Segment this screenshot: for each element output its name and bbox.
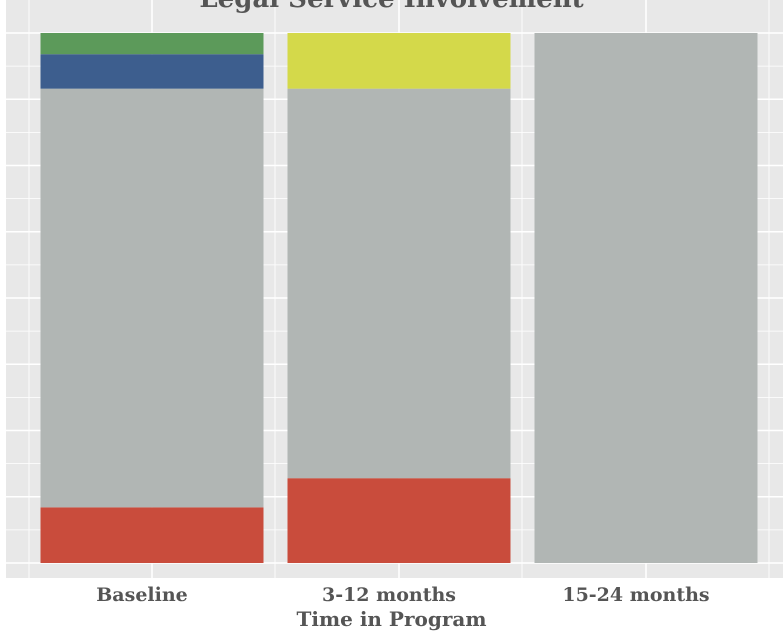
- bar-segment-2-2: [287, 88, 511, 479]
- x-tick-label: Baseline: [96, 584, 188, 606]
- chart-title: Legal Service Involvement: [0, 0, 783, 14]
- x-tick-label: 15-24 months: [562, 584, 709, 606]
- bar-segment-2-1: [287, 478, 511, 563]
- bar-segment-1-1: [40, 507, 264, 563]
- x-axis-label: Time in Program: [296, 607, 487, 631]
- x-tick-labels: Baseline 3-12 months 15-24 months: [96, 584, 709, 606]
- x-tick-label: 3-12 months: [322, 584, 456, 606]
- bar-stacks: [40, 33, 758, 563]
- bar-segment-2-3: [287, 33, 511, 89]
- bar-segment-1-4: [40, 54, 264, 89]
- bar-segment-1-2: [40, 88, 264, 508]
- bar-segment-1-5: [40, 33, 264, 55]
- bar-segment-3-2: [534, 33, 758, 563]
